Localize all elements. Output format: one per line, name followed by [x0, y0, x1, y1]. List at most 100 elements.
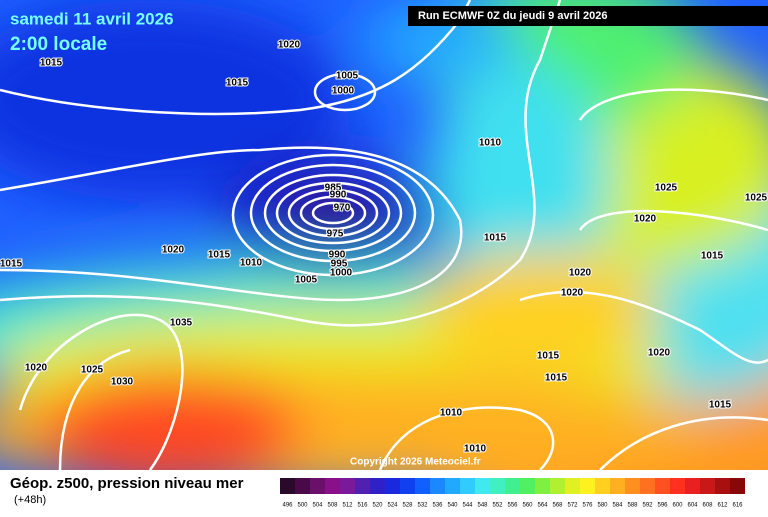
isobar-label: 970 — [334, 203, 351, 214]
legend-label: 568 — [552, 503, 563, 509]
isobar-label: 1020 — [648, 348, 671, 359]
legend-label: 516 — [357, 503, 368, 509]
isobar-label: 975 — [327, 229, 344, 240]
legend-swatch — [595, 478, 610, 494]
map-title: samedi 11 avril 2026 — [10, 9, 174, 28]
legend-swatch — [565, 478, 580, 494]
isobar-label: 1030 — [111, 377, 134, 388]
legend-label: 604 — [687, 503, 698, 509]
legend-label: 596 — [657, 503, 668, 509]
legend-swatch — [730, 478, 745, 494]
isobar-label: 1015 — [537, 351, 560, 362]
legend-label: 500 — [297, 503, 308, 509]
legend-swatch — [535, 478, 550, 494]
isobar-label: 1015 — [226, 78, 249, 89]
legend-label: 548 — [477, 503, 488, 509]
lead-time: (+48h) — [14, 494, 46, 506]
legend-swatch — [670, 478, 685, 494]
legend-label: 588 — [627, 503, 638, 509]
isobar-label: 1025 — [745, 193, 768, 204]
legend-label: 512 — [342, 503, 353, 509]
legend-label: 524 — [387, 503, 398, 509]
legend-swatch — [310, 478, 325, 494]
legend-swatch — [370, 478, 385, 494]
isobars — [0, 0, 768, 470]
legend-swatch — [295, 478, 310, 494]
isobar-labels: 1020101510151005100010101025102598599097… — [0, 39, 768, 456]
isobar-label: 1035 — [170, 318, 193, 329]
legend-label: 496 — [282, 503, 293, 509]
legend-swatch — [280, 478, 295, 494]
legend-swatch — [550, 478, 565, 494]
isobar-label: 1015 — [709, 400, 732, 411]
legend-swatch — [640, 478, 655, 494]
isobar-label: 1020 — [162, 245, 185, 256]
legend-swatch — [325, 478, 340, 494]
isobar-label: 1015 — [484, 233, 507, 244]
isobar-label: 990 — [329, 250, 346, 261]
isobar-label: 1025 — [655, 183, 678, 194]
caption: Géop. z500, pression niveau mer — [10, 475, 244, 492]
isobar-label: 1015 — [208, 250, 231, 261]
run-box — [408, 6, 768, 26]
isobar-label: 985 — [325, 183, 342, 194]
isobar-label: 1020 — [634, 214, 657, 225]
legend-label: 508 — [327, 503, 338, 509]
isobar-label: 1005 — [336, 71, 359, 82]
legend-swatch — [445, 478, 460, 494]
isobar-label: 1020 — [25, 363, 48, 374]
legend-label: 612 — [717, 503, 728, 509]
isobar-label: 995 — [331, 259, 348, 270]
run-info: Run ECMWF 0Z du jeudi 9 avril 2026 — [418, 10, 607, 22]
isobar-label: 1010 — [479, 138, 502, 149]
isobar-label: 1000 — [332, 86, 355, 97]
legend-label: 536 — [432, 503, 443, 509]
legend-swatch — [490, 478, 505, 494]
legend-label: 504 — [312, 503, 323, 509]
legend-swatch — [475, 478, 490, 494]
legend-label: 616 — [732, 503, 743, 509]
legend-swatch — [700, 478, 715, 494]
legend-label: 540 — [447, 503, 458, 509]
legend-swatch — [685, 478, 700, 494]
legend-label: 528 — [402, 503, 413, 509]
legend-label: 592 — [642, 503, 653, 509]
legend-swatch — [505, 478, 520, 494]
legend-label: 580 — [597, 503, 608, 509]
isobar-label: 1025 — [81, 365, 104, 376]
legend-swatch — [655, 478, 670, 494]
legend-swatch — [625, 478, 640, 494]
isobar-label: 1020 — [569, 268, 592, 279]
legend-label: 564 — [537, 503, 548, 509]
legend-swatch — [400, 478, 415, 494]
isobar-label: 990 — [330, 190, 347, 201]
legend-label: 556 — [507, 503, 518, 509]
legend-swatch — [715, 478, 730, 494]
legend-label: 608 — [702, 503, 713, 509]
isobar-label: 1015 — [701, 251, 724, 262]
isobar-label: 1010 — [440, 408, 463, 419]
isobar-label: 1010 — [240, 258, 263, 269]
legend: 496 500 504 508 512 516 520 524 528 532 536 540 544 5… — [280, 478, 745, 509]
legend-swatch — [385, 478, 400, 494]
isobar-label: 1015 — [0, 259, 23, 270]
isobar-label: 1000 — [330, 268, 353, 279]
isobar-label: 1005 — [295, 275, 318, 286]
isobar-label: 1020 — [561, 288, 584, 299]
map-subtitle: 2:00 locale — [10, 34, 107, 55]
legend-label: 572 — [567, 503, 578, 509]
legend-label: 532 — [417, 503, 428, 509]
isobar-label: 1015 — [545, 373, 568, 384]
copyright: Copyright 2026 Meteociel.fr — [350, 457, 481, 468]
legend-swatch — [520, 478, 535, 494]
legend-label: 600 — [672, 503, 683, 509]
legend-label: 576 — [582, 503, 593, 509]
legend-label: 520 — [372, 503, 383, 509]
isobar-label: 1010 — [464, 444, 487, 455]
legend-swatch — [580, 478, 595, 494]
isobar-label: 1015 — [40, 58, 63, 69]
legend-swatch — [610, 478, 625, 494]
